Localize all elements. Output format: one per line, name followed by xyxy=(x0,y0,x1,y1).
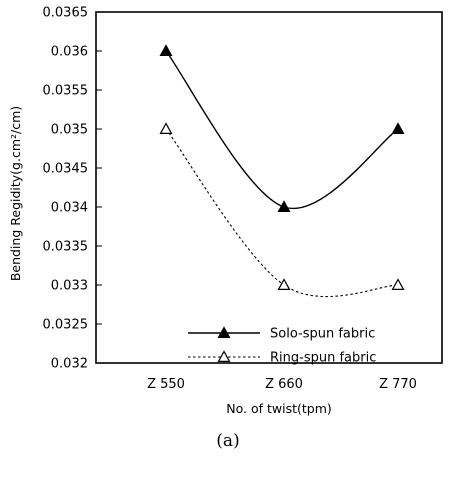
data-point xyxy=(159,122,173,134)
x-tick-label: Z 660 xyxy=(265,377,303,392)
y-tick-label: 0.032 xyxy=(51,357,88,372)
legend-label: Ring-spun fabric xyxy=(270,351,376,366)
series-line-2 xyxy=(165,128,399,298)
y-axis-label: Bending Regidity(g.cm²/cm) xyxy=(8,106,23,281)
y-tick-label: 0.033 xyxy=(51,279,88,294)
series-line-1 xyxy=(165,50,399,210)
x-axis-ticks: Z 550 Z 660 Z 770 xyxy=(147,377,417,392)
y-axis-ticks: 0.032 0.0325 0.033 0.0335 0.034 0.0345 0.035 0.… xyxy=(43,6,102,372)
y-tick-label: 0.0335 xyxy=(43,240,89,255)
data-point xyxy=(159,44,173,57)
y-tick-label: 0.0345 xyxy=(43,162,89,177)
figure-caption: (a) xyxy=(216,431,239,451)
y-tick-label: 0.035 xyxy=(51,123,88,138)
legend-marker xyxy=(217,326,231,338)
legend-label: Solo-spun fabric xyxy=(270,327,375,342)
series-layer xyxy=(159,44,405,298)
data-point xyxy=(391,122,405,134)
x-tick-label: Z 770 xyxy=(379,377,417,392)
data-point xyxy=(391,278,405,290)
y-tick-label: 0.0355 xyxy=(43,84,89,99)
legend-marker xyxy=(217,350,231,362)
y-tick-label: 0.036 xyxy=(51,45,88,60)
plot-area-frame xyxy=(95,11,443,364)
x-axis-label: No. of twist(tpm) xyxy=(226,401,332,416)
data-point xyxy=(277,278,291,290)
y-tick-label: 0.0365 xyxy=(43,6,89,21)
data-point xyxy=(277,200,291,212)
y-tick-label: 0.0325 xyxy=(43,318,89,333)
legend: Solo-spun fabric Ring-spun fabric xyxy=(188,326,376,366)
x-tick-label: Z 550 xyxy=(147,377,185,392)
y-tick-label: 0.034 xyxy=(51,201,88,216)
